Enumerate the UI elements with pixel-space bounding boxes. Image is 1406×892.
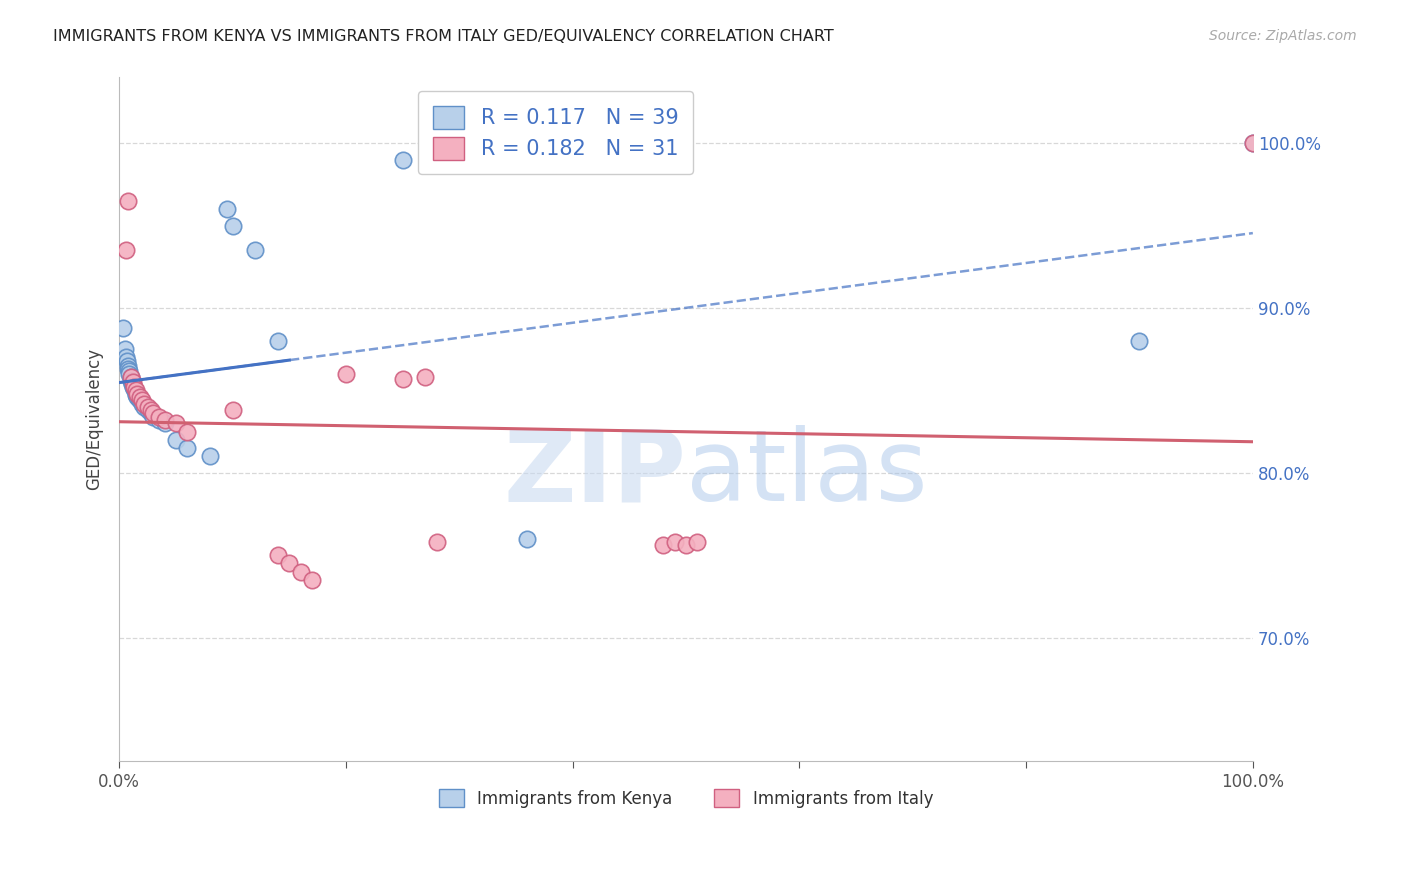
Point [117,362,139,376]
Point [117,359,139,373]
Point [134,400,156,414]
Point [426,535,449,549]
Point [1241,136,1264,151]
Point [114,343,136,357]
Point [675,538,697,552]
Point [125,388,148,402]
Point [111,321,134,335]
Point [139,407,162,421]
Point [118,367,141,381]
Point [131,396,153,410]
Point [127,386,149,401]
Point [122,382,145,396]
Point [122,378,145,392]
Text: Source: ZipAtlas.com: Source: ZipAtlas.com [1209,29,1357,43]
Point [165,433,187,447]
Point [136,400,159,414]
Point [290,565,312,579]
Point [117,194,139,208]
Point [148,409,170,424]
Point [128,393,150,408]
Point [652,538,675,552]
Y-axis label: GED/Equivalency: GED/Equivalency [86,348,103,491]
Point [391,153,413,167]
Point [127,390,149,404]
Point [122,380,145,394]
Point [176,441,198,455]
Point [198,450,221,464]
Point [267,334,290,348]
Legend: Immigrants from Kenya, Immigrants from Italy: Immigrants from Kenya, Immigrants from I… [433,783,939,814]
Point [121,376,143,391]
Point [120,370,142,384]
Point [122,380,145,394]
Text: ZIP: ZIP [503,425,686,523]
Text: atlas: atlas [686,425,928,523]
Text: IMMIGRANTS FROM KENYA VS IMMIGRANTS FROM ITALY GED/EQUIVALENCY CORRELATION CHART: IMMIGRANTS FROM KENYA VS IMMIGRANTS FROM… [53,29,834,44]
Point [415,370,437,384]
Point [118,364,141,378]
Point [115,244,138,258]
Point [153,413,176,427]
Point [686,535,709,549]
Point [124,384,146,398]
Point [1128,334,1150,348]
Point [516,532,538,546]
Point [221,403,243,417]
Point [122,375,145,389]
Point [215,202,238,217]
Point [128,390,150,404]
Point [115,351,138,365]
Point [221,219,243,233]
Point [115,353,138,368]
Point [267,548,290,562]
Point [142,409,165,424]
Point [134,396,156,410]
Point [142,407,165,421]
Point [148,413,170,427]
Point [664,535,686,549]
Point [153,417,176,431]
Point [121,375,143,389]
Point [1241,136,1264,151]
Point [120,374,142,388]
Point [131,393,153,408]
Point [125,384,148,398]
Point [335,367,357,381]
Point [139,403,162,417]
Point [301,573,323,587]
Point [125,386,148,401]
Point [391,372,413,386]
Point [136,403,159,417]
Point [176,425,198,439]
Point [278,557,301,571]
Point [245,244,267,258]
Point [128,392,150,406]
Point [120,370,142,384]
Point [165,417,187,431]
